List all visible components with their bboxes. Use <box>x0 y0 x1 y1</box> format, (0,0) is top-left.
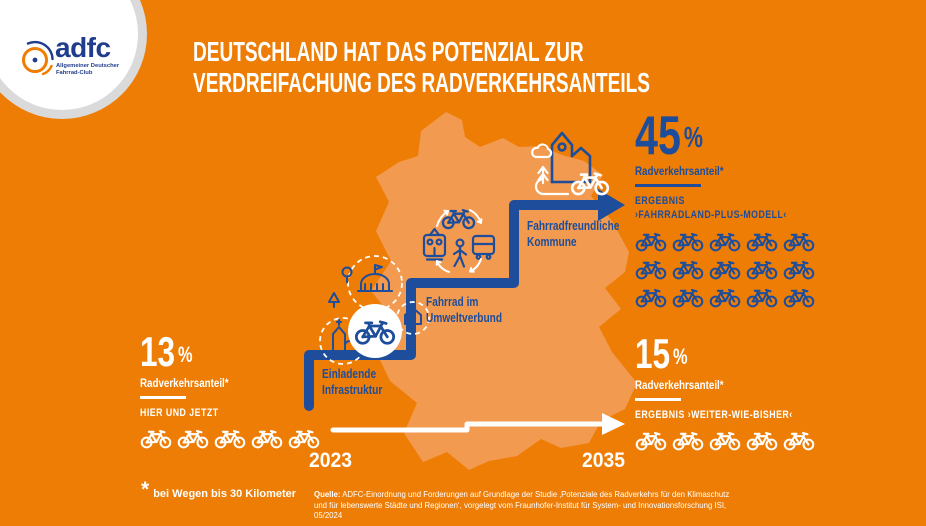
bicycle-icon <box>709 287 741 308</box>
eco-mobility-cycle-icon <box>422 209 496 273</box>
bicycle-icon <box>746 259 778 280</box>
step-label-kommune: Fahrradfreundliche Kommune <box>527 218 619 249</box>
percent-sign: % <box>178 342 193 367</box>
adfc-logo-wordmark: adfc <box>55 32 111 63</box>
bicycle-icon <box>570 172 610 196</box>
baseline-scenario-result: ERGEBNIS ›WEITER-WIE-BISHER‹ <box>635 409 793 421</box>
tree-arrow-icon <box>537 165 549 185</box>
step2-line2: Umweltverbund <box>426 309 503 325</box>
staircase-arrow <box>304 189 625 411</box>
footnote: * bei Wegen bis 30 Kilometer <box>141 478 297 501</box>
source-text: ADFC-Einordnung und Forderungen auf Grun… <box>314 490 730 521</box>
bicycle-icon <box>635 287 667 308</box>
bicycle-icon <box>783 231 815 252</box>
bicycle-icon <box>672 259 704 280</box>
bicycle-icon <box>709 231 741 252</box>
baseline-scenario-value: 15% <box>635 333 783 377</box>
adfc-wheel-icon <box>22 40 54 76</box>
current-share-bikes <box>140 428 320 449</box>
source-note: Quelle: ADFC-Einordnung und Forderungen … <box>314 490 734 522</box>
bicycle-icon <box>783 430 815 451</box>
baseline-scenario-label: Radverkehrsanteil* <box>635 380 724 392</box>
step-label-umweltverbund: Fahrrad im Umweltverbund <box>426 294 502 325</box>
bicycle-icon <box>746 287 778 308</box>
step1-line1: Einladende <box>322 366 377 381</box>
bicycle-icon <box>140 428 172 449</box>
source-label: Quelle: <box>314 490 341 499</box>
bicycle-icon <box>672 231 704 252</box>
bicycle-icon <box>783 259 815 280</box>
bicycle-icon <box>177 428 209 449</box>
plus-scenario-value: 45% <box>635 108 777 163</box>
step1-line2: Infrastruktur <box>322 381 383 397</box>
step2-line1: Fahrrad im <box>426 294 479 309</box>
baseline-scenario-bikes <box>635 430 832 451</box>
percent-sign: % <box>673 344 688 369</box>
bicycle-icon <box>783 287 815 308</box>
baseline-scenario-block: 15% Radverkehrsanteil* ERGEBNIS ›WEITER-… <box>635 333 832 451</box>
step-label-infrastructure: Einladende Infrastruktur <box>322 366 382 397</box>
bicycle-icon <box>709 430 741 451</box>
plus-scenario-bikes <box>635 231 825 308</box>
plus-scenario-label: Radverkehrsanteil* <box>635 166 724 178</box>
adfc-logo-subtitle-2: Fahrrad-Club <box>56 70 93 76</box>
bicycle-icon <box>288 428 320 449</box>
bicycle-icon <box>635 430 667 451</box>
bicycle-icon <box>635 259 667 280</box>
current-share-value: 13% <box>140 331 275 375</box>
inviting-infrastructure-icon <box>319 255 430 365</box>
step3-line2: Kommune <box>527 233 577 249</box>
plus-scenario-result-1: ERGEBNIS <box>635 195 685 207</box>
bike-badge-circle <box>348 304 402 358</box>
bicycle-icon <box>635 231 667 252</box>
bicycle-icon <box>214 428 246 449</box>
baseline-scenario-number: 15 <box>635 330 671 377</box>
divider-line <box>140 396 186 399</box>
timeline-start-year: 2023 <box>309 449 352 472</box>
step3-line1: Fahrradfreundliche <box>527 218 620 233</box>
bicycle-icon <box>672 287 704 308</box>
current-share-label: Radverkehrsanteil* <box>140 378 229 390</box>
bike-friendly-town-icon <box>531 131 610 196</box>
bicycle-icon <box>746 430 778 451</box>
title-line-1: DEUTSCHLAND HAT DAS POTENZIAL ZUR <box>193 36 584 67</box>
bicycle-icon <box>709 259 741 280</box>
page-title: DEUTSCHLAND HAT DAS POTENZIAL ZUR VERDRE… <box>193 36 650 98</box>
percent-sign: % <box>683 122 703 154</box>
plus-scenario-block: 45% Radverkehrsanteil* ERGEBNIS ›FAHRRAD… <box>635 108 825 308</box>
bicycle-icon <box>251 428 283 449</box>
cycle-arrows <box>435 209 483 273</box>
timeline-end-year: 2035 <box>582 449 625 472</box>
current-share-tagline: HIER UND JETZT <box>140 407 219 419</box>
footnote-text: bei Wegen bis 30 Kilometer <box>153 488 297 500</box>
current-share-block: 13% Radverkehrsanteil* HIER UND JETZT <box>140 331 320 449</box>
plus-scenario-number: 45 <box>635 104 681 166</box>
bicycle-icon <box>746 231 778 252</box>
current-share-number: 13 <box>140 328 176 375</box>
path-swoosh <box>534 177 570 196</box>
timeline-arrow <box>330 413 625 435</box>
adfc-logo-subtitle-1: Allgemeiner Deutscher <box>56 63 120 69</box>
cloud-icon <box>531 143 553 159</box>
footnote-asterisk: * <box>141 478 150 501</box>
plus-scenario-result-2: ›FAHRRADLAND-PLUS-MODELL‹ <box>635 209 787 221</box>
divider-line <box>635 398 681 401</box>
title-line-2: VERDREIFACHUNG DES RADVERKEHRSANTEILS <box>193 67 651 98</box>
bicycle-icon <box>672 430 704 451</box>
divider-line <box>635 184 701 187</box>
